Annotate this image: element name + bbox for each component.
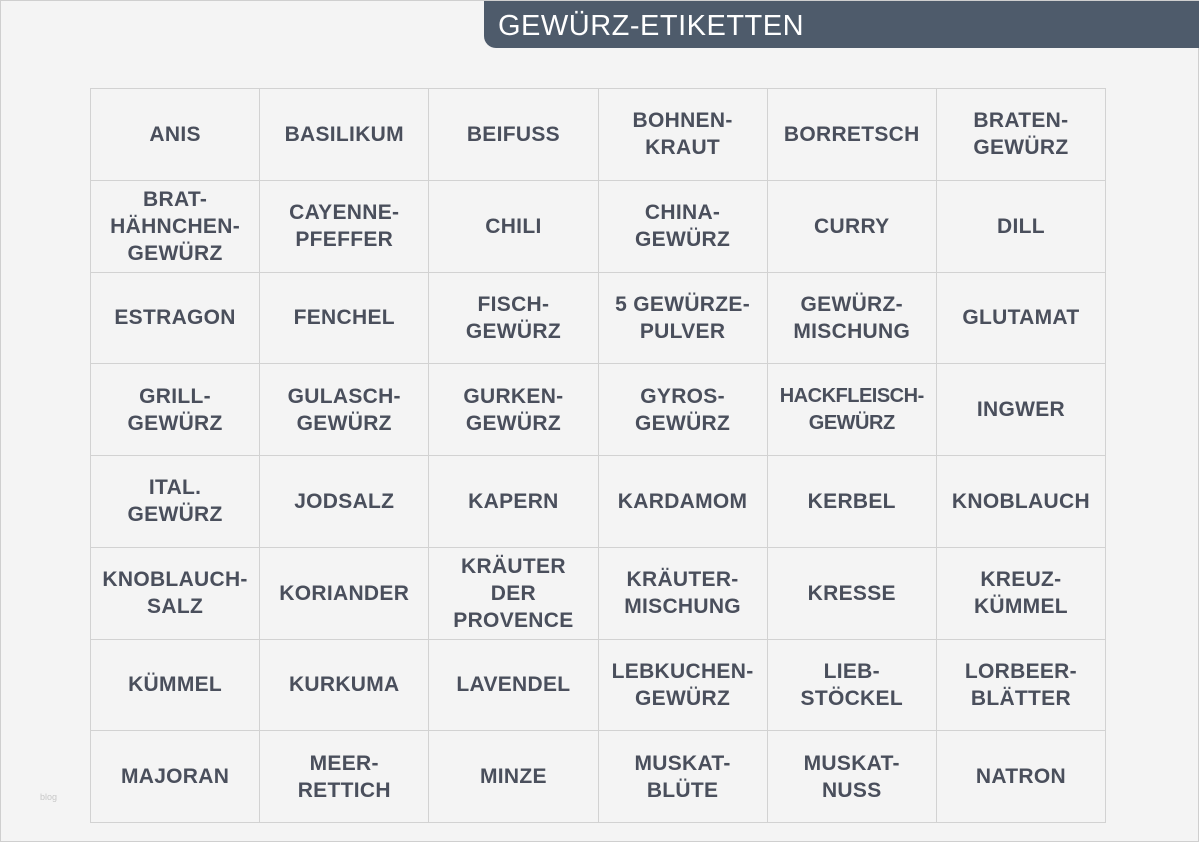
spice-label: GYROS- GEWÜRZ — [598, 364, 768, 456]
spice-label: CAYENNE- PFEFFER — [260, 180, 430, 273]
spice-label: FISCH- GEWÜRZ — [429, 272, 599, 365]
label-grid: ANIS BASILIKUM BEIFUSS BOHNEN- KRAUT BORRETS… — [90, 88, 1106, 823]
spice-label: ESTRAGON — [91, 272, 261, 365]
spice-label: GULASCH- GEWÜRZ — [260, 364, 430, 456]
spice-label: GURKEN- GEWÜRZ — [429, 364, 599, 456]
spice-label: GEWÜRZ- MISCHUNG — [767, 272, 937, 365]
spice-label: CHILI — [429, 180, 599, 273]
spice-label: BOHNEN- KRAUT — [598, 89, 768, 181]
watermark: blog — [40, 792, 58, 802]
spice-label: MUSKAT- BLÜTE — [598, 731, 768, 823]
spice-label: KRÄUTER DER PROVENCE — [429, 547, 599, 640]
spice-label: GRILL- GEWÜRZ — [91, 364, 261, 456]
spice-label: MAJORAN — [91, 731, 261, 823]
spice-label: KRÄUTER- MISCHUNG — [598, 547, 768, 640]
spice-label: KRESSE — [767, 547, 937, 640]
spice-label: KÜMMEL — [91, 639, 261, 732]
spice-label: 5 GEWÜRZE- PULVER — [598, 272, 768, 365]
spice-label: KURKUMA — [260, 639, 430, 732]
spice-label: INGWER — [936, 364, 1106, 456]
spice-label: KREUZ- KÜMMEL — [936, 547, 1106, 640]
spice-label: ITAL. GEWÜRZ — [91, 456, 261, 548]
spice-label: BRAT- HÄHNCHEN- GEWÜRZ — [91, 180, 261, 273]
spice-label: MUSKAT- NUSS — [767, 731, 937, 823]
spice-label: KAPERN — [429, 456, 599, 548]
spice-label: LORBEER- BLÄTTER — [936, 639, 1106, 732]
spice-label: LEBKUCHEN- GEWÜRZ — [598, 639, 768, 732]
spice-label: ANIS — [91, 89, 261, 181]
spice-label: GLUTAMAT — [936, 272, 1106, 365]
spice-label: LIEB- STÖCKEL — [767, 639, 937, 732]
spice-label: BEIFUSS — [429, 89, 599, 181]
page-title: GEWÜRZ-ETIKETTEN — [498, 10, 805, 42]
spice-label: KERBEL — [767, 456, 937, 548]
spice-label: LAVENDEL — [429, 639, 599, 732]
spice-label: HACKFLEISCH- GEWÜRZ — [767, 364, 937, 456]
spice-label: KARDAMOM — [598, 456, 768, 548]
spice-label: MINZE — [429, 731, 599, 823]
spice-label: KNOBLAUCH- SALZ — [91, 547, 261, 640]
spice-label: DILL — [936, 180, 1106, 273]
spice-label: KNOBLAUCH — [936, 456, 1106, 548]
spice-label: FENCHEL — [260, 272, 430, 365]
spice-label: KORIANDER — [260, 547, 430, 640]
spice-label: BORRETSCH — [767, 89, 937, 181]
spice-label: MEER- RETTICH — [260, 731, 430, 823]
title-banner: GEWÜRZ-ETIKETTEN — [484, 1, 1199, 48]
spice-label: CURRY — [767, 180, 937, 273]
spice-label: BASILIKUM — [260, 89, 430, 181]
spice-label: JODSALZ — [260, 456, 430, 548]
spice-label: BRATEN- GEWÜRZ — [936, 89, 1106, 181]
spice-label: NATRON — [936, 731, 1106, 823]
spice-label: CHINA- GEWÜRZ — [598, 180, 768, 273]
